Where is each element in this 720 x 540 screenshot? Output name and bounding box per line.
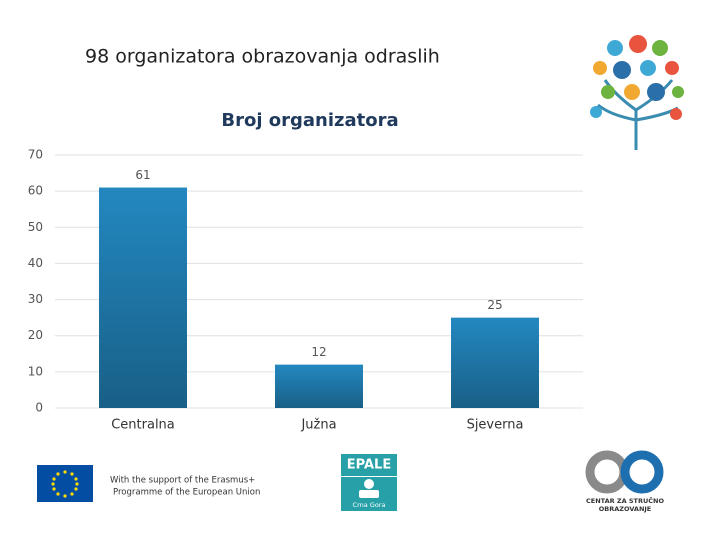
tree-logo [586,30,690,152]
cso-logo [585,450,664,494]
eu-text: With the support of the Erasmus+ [110,476,255,486]
epale-country: Crna Gora [353,501,386,509]
x-tick-label: Centralna [111,418,175,433]
bar-shade [451,317,539,408]
y-tick-label: 30 [28,292,43,306]
cso-text: CENTAR ZA STRUČNO [586,496,664,505]
eu-flag [37,465,93,502]
bar-shade [275,364,363,408]
epale-logo [341,454,397,511]
x-tick-label: Južna [300,418,336,433]
y-tick-label: 0 [35,401,43,415]
slide-title: 98 organizatora obrazovanja odraslih [85,46,440,68]
y-tick-label: 20 [28,328,43,342]
y-tick-label: 40 [28,256,43,270]
x-tick-label: Sjeverna [467,418,524,433]
epale-name: EPALE [347,458,391,473]
y-tick-label: 60 [28,184,43,198]
y-tick-label: 50 [28,220,43,234]
y-tick-label: 70 [28,148,43,162]
eu-text: Programme of the European Union [113,488,260,498]
cso-text: OBRAZOVANJE [599,505,652,513]
y-tick-label: 10 [28,364,43,378]
data-label: 61 [135,168,150,182]
chart-title: Broj organizatora [221,110,398,131]
data-label: 25 [487,298,502,312]
bar-shade [99,187,187,408]
data-label: 12 [311,345,326,359]
